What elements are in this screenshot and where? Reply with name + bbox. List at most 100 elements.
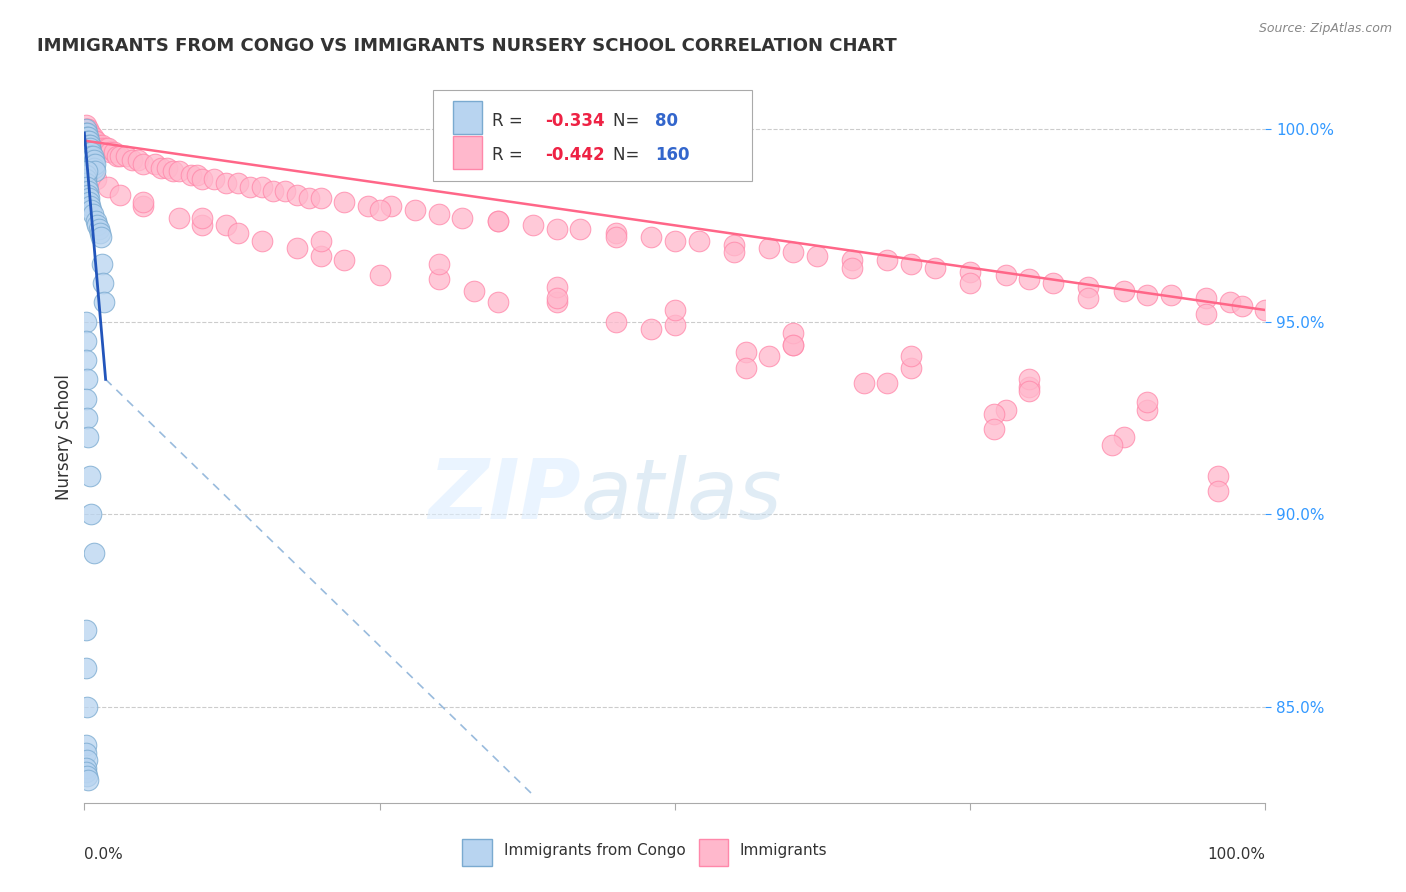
Point (427, 272, 450, 286)
Point (77, 149, 100, 163)
Point (114, 149, 136, 163)
Point (82, 157, 104, 171)
Point (84, 157, 107, 171)
Point (191, 211, 214, 225)
Point (75, 176, 97, 190)
Point (274, 184, 297, 198)
Point (79, 145, 101, 160)
Point (87, 222, 110, 236)
Point (75, 172, 97, 186)
Point (202, 172, 225, 186)
Text: 100.0%: 100.0% (1208, 847, 1265, 862)
Point (86, 219, 108, 233)
Point (79, 199, 101, 213)
Point (77, 187, 100, 202)
Point (1042, 276, 1064, 290)
Point (76, 699, 98, 714)
Point (83, 153, 105, 167)
Point (76, 149, 98, 163)
Point (841, 260, 863, 275)
Point (262, 184, 284, 198)
Text: 160: 160 (655, 146, 689, 164)
Point (806, 249, 828, 263)
Point (758, 242, 780, 256)
Point (983, 422, 1005, 436)
Point (127, 153, 149, 167)
Point (77, 126, 100, 140)
FancyBboxPatch shape (463, 838, 492, 866)
Point (75, 149, 97, 163)
Point (93, 295, 115, 310)
Point (1018, 372, 1040, 386)
Point (1018, 380, 1040, 394)
Point (357, 199, 380, 213)
Point (994, 403, 1017, 417)
Point (734, 360, 756, 375)
Point (924, 260, 946, 275)
Point (1136, 287, 1159, 301)
Point (75, 764, 97, 779)
Point (84, 172, 107, 186)
Text: 80: 80 (655, 112, 678, 130)
Point (82, 134, 104, 148)
Point (76, 410, 98, 425)
Point (75, 169, 97, 183)
Point (77, 134, 100, 148)
Point (782, 337, 804, 351)
Point (876, 376, 898, 391)
Point (84, 134, 107, 148)
Point (83, 161, 105, 175)
Point (97, 141, 120, 155)
Point (486, 214, 509, 228)
Point (77, 184, 100, 198)
Point (75, 134, 97, 148)
Point (75, 129, 97, 144)
Point (80, 137, 103, 152)
Point (285, 242, 308, 256)
Point (80, 202, 103, 217)
Point (664, 318, 686, 333)
Point (239, 179, 262, 194)
Point (79, 468, 101, 483)
Point (77, 134, 100, 148)
Point (121, 153, 143, 167)
Point (1206, 468, 1229, 483)
Point (900, 360, 922, 375)
Text: 0.0%: 0.0% (84, 847, 124, 862)
Point (546, 222, 568, 236)
Point (167, 211, 190, 225)
Text: -0.334: -0.334 (546, 112, 605, 130)
Text: Immigrants from Congo: Immigrants from Congo (503, 843, 685, 858)
Point (1160, 287, 1182, 301)
Text: N=: N= (613, 112, 645, 130)
Point (76, 134, 98, 148)
Text: R =: R = (492, 146, 527, 164)
Point (75, 126, 97, 140)
Point (77, 134, 100, 148)
Point (103, 145, 125, 160)
Point (546, 280, 568, 294)
Point (900, 349, 922, 363)
Point (605, 226, 627, 240)
Point (75, 661, 97, 675)
Point (1077, 280, 1099, 294)
Point (226, 226, 249, 240)
Point (191, 172, 214, 186)
Point (77, 129, 100, 144)
Point (664, 234, 686, 248)
Point (1230, 299, 1253, 313)
Point (75, 761, 97, 775)
Point (91, 137, 114, 152)
Point (758, 349, 780, 363)
Point (83, 545, 105, 559)
Point (162, 164, 184, 178)
Point (89, 226, 111, 240)
Point (77, 137, 100, 152)
Text: Source: ZipAtlas.com: Source: ZipAtlas.com (1258, 22, 1392, 36)
Text: N=: N= (613, 146, 645, 164)
Point (76, 137, 98, 152)
Point (76, 134, 98, 148)
Point (80, 507, 103, 521)
Point (451, 211, 474, 225)
Point (80, 149, 103, 163)
